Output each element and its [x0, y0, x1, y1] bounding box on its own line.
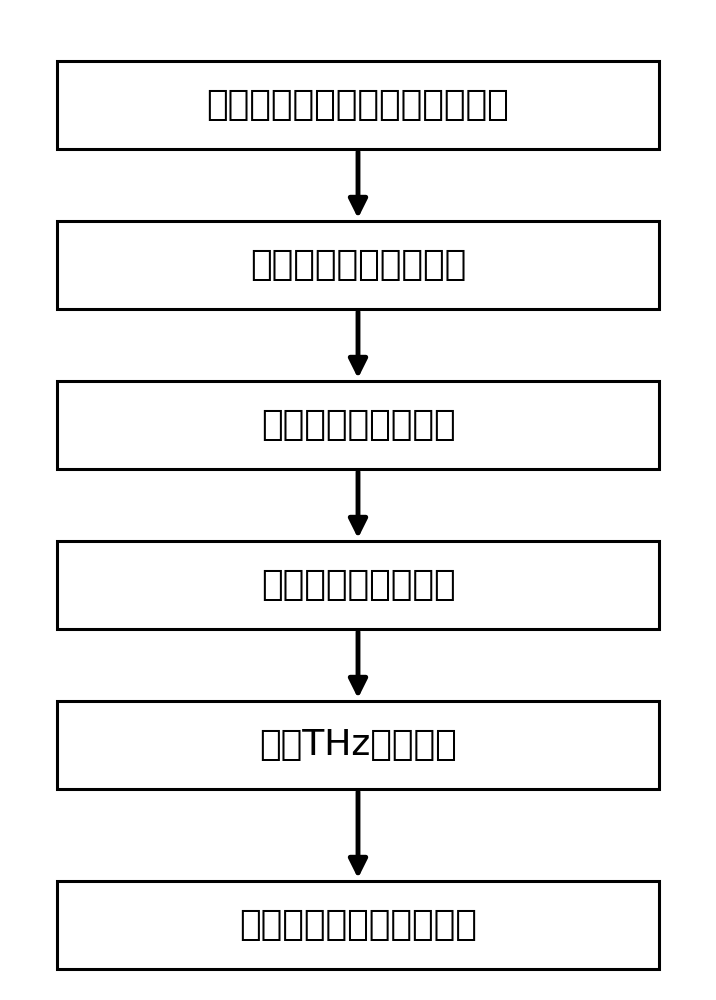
Bar [57, 701, 659, 789]
Text: 利用物理化学方法阔膜: 利用物理化学方法阔膜 [250, 248, 466, 282]
Text: 测试太赫兹调制器的性能: 测试太赫兹调制器的性能 [239, 908, 477, 942]
Bar [57, 61, 659, 149]
Text: 搞建THz测试系统: 搞建THz测试系统 [259, 728, 457, 762]
Bar [57, 381, 659, 469]
Text: 搞建微型电磁铁系统: 搞建微型电磁铁系统 [261, 568, 455, 602]
Bar [57, 221, 659, 309]
Text: 基材选择与清洗，准备阔膜材料: 基材选择与清洗，准备阔膜材料 [207, 88, 509, 122]
Text: 分层生长磁性隔道结: 分层生长磁性隔道结 [261, 408, 455, 442]
Bar [57, 881, 659, 969]
Bar [57, 541, 659, 629]
